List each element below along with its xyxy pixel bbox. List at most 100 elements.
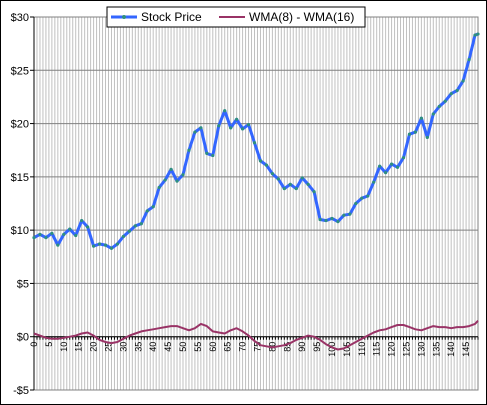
x-tick-label: 0 bbox=[29, 342, 39, 347]
stock-price-point bbox=[473, 33, 477, 37]
x-tick-label: 85 bbox=[282, 342, 292, 352]
stock-price-point bbox=[32, 236, 36, 240]
legend-marker bbox=[122, 15, 126, 19]
stock-price-point bbox=[157, 185, 161, 190]
stock-price-point bbox=[443, 99, 447, 103]
stock-price-point bbox=[467, 58, 471, 62]
x-tick-label: 110 bbox=[357, 342, 367, 356]
stock-price-point bbox=[240, 127, 245, 131]
x-tick-label: 40 bbox=[148, 342, 158, 352]
plot-area bbox=[34, 17, 478, 390]
stock-price-point bbox=[461, 79, 465, 83]
x-tick-label: 60 bbox=[208, 342, 218, 352]
stock-price-point bbox=[455, 88, 459, 93]
x-tick-label: 50 bbox=[178, 342, 188, 352]
x-tick-label: 125 bbox=[401, 342, 411, 357]
stock-price-point bbox=[97, 242, 102, 246]
stock-price-point bbox=[384, 170, 388, 175]
x-tick-label: 65 bbox=[223, 342, 233, 352]
x-tick-label: 10 bbox=[59, 342, 69, 352]
stock-price-point bbox=[199, 126, 203, 130]
wma-diff-line bbox=[33, 320, 479, 351]
stock-price-point bbox=[193, 130, 197, 134]
x-tick-label: 45 bbox=[163, 342, 173, 352]
legend-label-stock-price: Stock Price bbox=[141, 10, 202, 24]
stock-price-point bbox=[449, 92, 453, 96]
stock-price-point bbox=[407, 132, 412, 136]
y-tick-label: $10 bbox=[11, 225, 29, 237]
x-tick-label: 5 bbox=[44, 342, 54, 347]
stock-price-point bbox=[127, 229, 131, 233]
stock-price-point bbox=[235, 117, 239, 121]
y-tick-label: $25 bbox=[11, 65, 29, 77]
x-tick-label: 100 bbox=[327, 342, 337, 357]
legend: Stock Price WMA(8) - WMA(16) bbox=[106, 6, 366, 28]
stock-price-point bbox=[217, 124, 221, 128]
stock-price-point bbox=[109, 246, 114, 250]
series-layer bbox=[32, 32, 480, 351]
stock-price-point bbox=[56, 243, 60, 247]
stock-price-point bbox=[300, 176, 304, 180]
stock-price-point bbox=[360, 196, 364, 200]
stock-price-point bbox=[288, 182, 292, 186]
x-tick-label: 140 bbox=[446, 342, 456, 357]
stock-price-point bbox=[139, 222, 143, 226]
stock-price-point bbox=[181, 173, 185, 177]
stock-price-point bbox=[223, 109, 227, 113]
x-tick-label: 30 bbox=[118, 342, 128, 352]
stock-price-point bbox=[50, 231, 54, 235]
x-tick-label: 55 bbox=[193, 342, 203, 352]
axis-layer: -$5 $0 $5 $10 $15 $20 $25 $30 0 5 10 15 20 25 30 35 40 45… bbox=[11, 12, 479, 397]
stock-price-point bbox=[187, 148, 191, 152]
grid-layer bbox=[34, 16, 478, 391]
stock-price-point bbox=[91, 244, 96, 248]
stock-price-point bbox=[229, 126, 233, 130]
x-tick-label: 105 bbox=[342, 342, 352, 357]
stock-price-point bbox=[372, 180, 376, 184]
stock-price-point bbox=[163, 178, 167, 182]
stock-price-point bbox=[103, 243, 108, 247]
stock-price-point bbox=[80, 218, 84, 223]
y-tick-label: $20 bbox=[11, 119, 29, 131]
stock-price-point bbox=[437, 104, 441, 109]
stock-price-point bbox=[342, 213, 346, 217]
stock-price-point bbox=[419, 116, 423, 120]
y-tick-label: $5 bbox=[17, 278, 29, 290]
stock-price-point bbox=[74, 233, 78, 238]
stock-price-point bbox=[86, 225, 90, 229]
x-tick-label: 15 bbox=[74, 342, 84, 352]
stock-price-point bbox=[413, 130, 418, 134]
x-tick-label: 145 bbox=[461, 342, 471, 357]
stock-price-point bbox=[252, 141, 257, 145]
stock-price-point bbox=[62, 232, 66, 237]
stock-price-point bbox=[378, 164, 382, 168]
stock-price-point bbox=[145, 209, 149, 213]
legend-label-wma-diff: WMA(8) - WMA(16) bbox=[249, 10, 354, 24]
stock-price-point bbox=[205, 151, 209, 156]
stock-price-point bbox=[282, 186, 286, 191]
x-tick-label: 25 bbox=[103, 342, 113, 352]
x-tick-label: 135 bbox=[431, 342, 441, 357]
y-tick-label: $30 bbox=[11, 12, 29, 24]
stock-price-point bbox=[431, 112, 435, 116]
stock-price-line bbox=[33, 32, 479, 250]
stock-price-point bbox=[169, 167, 173, 171]
stock-price-point bbox=[44, 236, 48, 240]
stock-price-point bbox=[175, 179, 179, 183]
stock-price-point bbox=[211, 153, 215, 158]
x-tick-label: 70 bbox=[238, 342, 248, 352]
x-tick-label: 90 bbox=[297, 342, 307, 352]
stock-price-point bbox=[258, 159, 263, 163]
stock-price-point bbox=[151, 205, 155, 209]
x-tick-label: 120 bbox=[387, 342, 397, 357]
y-tick-label: -$5 bbox=[13, 385, 29, 397]
stock-price-point bbox=[425, 135, 429, 140]
stock-price-point bbox=[336, 220, 340, 224]
stock-price-point bbox=[348, 212, 352, 216]
x-tick-label: 20 bbox=[89, 342, 99, 352]
stock-price-point bbox=[312, 190, 316, 194]
stock-price-point bbox=[395, 165, 400, 169]
x-tick-label: 95 bbox=[312, 342, 322, 352]
stock-price-point bbox=[318, 217, 322, 222]
stock-price-point bbox=[306, 182, 310, 186]
